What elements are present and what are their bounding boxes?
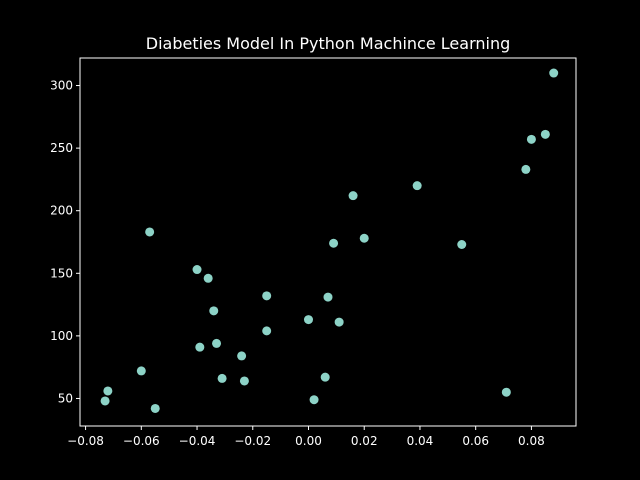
data-point — [348, 191, 358, 201]
data-point — [150, 403, 160, 413]
data-point — [192, 265, 202, 275]
data-point — [549, 68, 559, 78]
x-tick-label: −0.02 — [234, 434, 271, 448]
data-point — [540, 129, 550, 139]
data-point — [136, 366, 146, 376]
x-tick-label: 0.06 — [462, 434, 489, 448]
x-tick-label: 0.00 — [295, 434, 322, 448]
data-point — [262, 326, 272, 336]
data-point — [100, 396, 110, 406]
y-tick-label: 250 — [50, 141, 73, 155]
y-tick-label: 50 — [58, 391, 73, 405]
data-point — [239, 376, 249, 386]
data-point — [212, 338, 222, 348]
x-tick-label: −0.04 — [179, 434, 216, 448]
data-point — [359, 233, 369, 243]
data-point — [303, 315, 313, 325]
chart-title: Diabeties Model In Python Machince Learn… — [146, 34, 511, 53]
data-point — [521, 164, 531, 174]
plot-area: −0.08 −0.06 −0.04 −0.02 0.00 0.02 0.04 0.06 0.08… — [50, 57, 577, 448]
data-point — [203, 273, 213, 283]
data-point — [237, 351, 247, 361]
data-point — [262, 291, 272, 301]
x-axis: −0.08 −0.06 −0.04 −0.02 0.00 0.02 0.04 0.06 0.08 — [67, 426, 545, 448]
data-point — [329, 238, 339, 248]
data-point — [412, 181, 422, 191]
y-tick-label: 200 — [50, 204, 73, 218]
data-point — [501, 387, 511, 397]
data-point — [103, 386, 113, 396]
x-tick-label: 0.04 — [407, 434, 434, 448]
data-point — [217, 373, 227, 383]
data-point — [209, 306, 219, 316]
x-tick-label: 0.08 — [518, 434, 545, 448]
data-point — [309, 395, 319, 405]
y-tick-label: 300 — [50, 79, 73, 93]
y-tick-label: 150 — [50, 266, 73, 280]
y-tick-label: 100 — [50, 329, 73, 343]
data-point — [145, 227, 155, 237]
data-points — [100, 68, 559, 413]
plot-frame — [79, 57, 577, 427]
data-point — [457, 240, 467, 250]
x-tick-label: −0.08 — [67, 434, 104, 448]
data-point — [320, 372, 330, 382]
data-point — [195, 342, 205, 352]
x-tick-label: −0.06 — [123, 434, 160, 448]
data-point — [334, 317, 344, 327]
y-axis: 50 100 150 200 250 300 — [50, 79, 80, 405]
x-tick-label: 0.02 — [351, 434, 378, 448]
data-point — [526, 134, 536, 144]
data-point — [323, 292, 333, 302]
